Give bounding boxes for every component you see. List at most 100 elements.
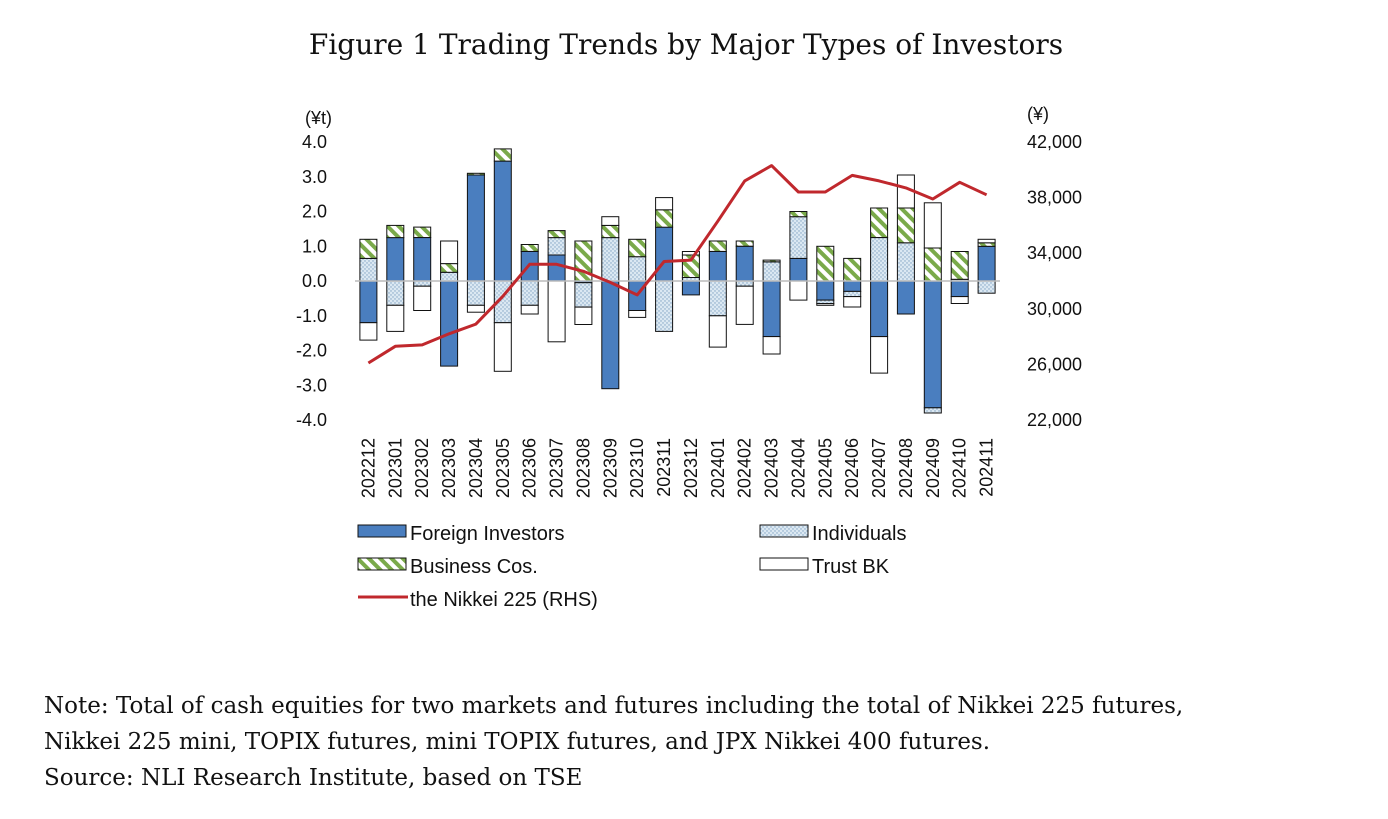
- right-tick-label: 30,000: [1027, 299, 1082, 319]
- x-tick-label: 202312: [681, 438, 701, 498]
- bar-business-202302: [413, 226, 432, 239]
- bar-trust-202303: [440, 240, 459, 265]
- bar-foreign-202407: [870, 280, 889, 338]
- bar-foreign-202408: [896, 280, 915, 315]
- bar-foreign-202311: [655, 226, 674, 282]
- bar-individuals-202302: [413, 280, 432, 287]
- chart-title: Figure 1 Trading Trends by Major Types o…: [308, 28, 1064, 61]
- bar-individuals-202407: [870, 237, 889, 282]
- bar-business-202301: [386, 224, 405, 239]
- x-tick-label: 202304: [466, 438, 486, 498]
- bar-foreign-202404: [789, 257, 808, 282]
- x-tick-label: 202411: [977, 438, 997, 497]
- bar-individuals-202406: [843, 290, 862, 298]
- bar-trust-202407: [870, 336, 889, 374]
- bar-trust-202304: [466, 304, 485, 313]
- bar-foreign-202212: [359, 280, 378, 324]
- bar-business-202402: [735, 240, 754, 247]
- bar-trust-202402: [735, 285, 754, 325]
- right-axis-unit: (¥): [1027, 104, 1049, 124]
- left-tick-label: 2.0: [302, 202, 327, 222]
- bar-business-202310: [628, 238, 647, 258]
- bar-business-202305: [493, 148, 512, 162]
- bar-foreign-202312: [681, 280, 700, 296]
- bar-foreign-202307: [547, 254, 566, 282]
- bar-foreign-202403: [762, 280, 781, 338]
- legend-swatch-business: [357, 557, 407, 571]
- note-line-1: Note: Total of cash equities for two mar…: [44, 693, 1184, 719]
- legend-label-individuals: Individuals: [812, 523, 907, 545]
- bar-business-202404: [789, 211, 808, 218]
- x-tick-label: 202402: [735, 438, 755, 498]
- bar-individuals-202401: [708, 280, 727, 317]
- x-tick-label: 202405: [815, 438, 835, 498]
- right-tick-label: 42,000: [1027, 132, 1082, 152]
- right-tick-label: 34,000: [1027, 243, 1082, 263]
- legend: Foreign Investors Individuals Business Cos…: [357, 523, 907, 611]
- bar-trust-202301: [386, 304, 405, 332]
- bar-individuals-202306: [520, 280, 539, 306]
- left-y-axis: (¥t) 4.0 3.0 2.0 1.0 0.0 -1.0 -2.0 -3.0 -4.0: [296, 108, 332, 430]
- bar-foreign-202405: [816, 280, 835, 301]
- bar-trust-202403: [762, 336, 781, 355]
- bar-individuals-202307: [547, 237, 566, 256]
- bar-business-202407: [870, 207, 889, 238]
- bar-individuals-202301: [386, 280, 405, 306]
- x-tick-label: 202407: [869, 438, 889, 498]
- nikkei-line-layer: [367, 164, 988, 365]
- bar-trust-202309: [601, 216, 620, 226]
- bar-business-202311: [655, 209, 674, 228]
- bar-foreign-202304: [466, 174, 485, 282]
- bar-foreign-202309: [601, 280, 620, 390]
- bar-foreign-202401: [708, 251, 727, 282]
- bar-individuals-202405: [816, 299, 835, 305]
- bar-trust-202411: [977, 238, 996, 244]
- x-axis-labels: 202212 202301 202302 202303 202304 202305 2023…: [358, 438, 996, 498]
- bar-trust-202306: [520, 304, 539, 315]
- bar-individuals-202403: [762, 261, 781, 282]
- bar-individuals-202310: [628, 256, 647, 282]
- x-tick-label: 202401: [708, 438, 728, 498]
- left-tick-label: 4.0: [302, 132, 327, 152]
- bar-business-202306: [520, 244, 539, 252]
- bar-individuals-202304: [466, 280, 485, 306]
- bar-individuals-202311: [655, 280, 674, 332]
- bar-trust-202404: [789, 280, 808, 301]
- right-y-axis: (¥) 42,000 38,000 34,000 30,000 26,000 22,000: [1027, 104, 1082, 430]
- legend-label-trust: Trust BK: [812, 556, 890, 578]
- x-tick-label: 202311: [654, 438, 674, 497]
- right-tick-label: 22,000: [1027, 410, 1082, 430]
- legend-swatch-individuals: [759, 524, 809, 538]
- bar-foreign-202411: [977, 245, 996, 282]
- bar-business-202411: [977, 242, 996, 247]
- bar-foreign-202301: [386, 237, 405, 282]
- x-tick-label: 202302: [412, 438, 432, 498]
- x-tick-label: 202410: [950, 438, 970, 498]
- bar-business-202409: [923, 247, 942, 282]
- bar-business-202309: [601, 224, 620, 239]
- x-tick-label: 202403: [762, 438, 782, 498]
- bar-trust-202302: [413, 285, 432, 312]
- legend-swatch-trust: [759, 557, 809, 571]
- stacked-bar-line-chart: (¥t) 4.0 3.0 2.0 1.0 0.0 -1.0 -2.0 -3.0 -4.0 (¥) 4…: [296, 104, 1082, 611]
- bar-foreign-202402: [735, 245, 754, 282]
- bar-trust-202410: [950, 296, 969, 305]
- x-tick-label: 202212: [358, 438, 378, 498]
- bar-business-202401: [708, 240, 727, 252]
- bar-business-202405: [816, 245, 835, 282]
- bar-trust-202307: [547, 280, 566, 343]
- x-tick-label: 202404: [788, 438, 808, 498]
- legend-swatch-foreign: [357, 524, 407, 538]
- bar-foreign-202302: [413, 237, 432, 282]
- left-tick-label: -4.0: [296, 410, 327, 430]
- bar-trust-202401: [708, 315, 727, 348]
- bar-individuals-202309: [601, 237, 620, 282]
- bar-foreign-202410: [950, 280, 969, 298]
- bar-foreign-202305: [493, 160, 512, 282]
- bar-trust-202409: [923, 202, 942, 249]
- bar-trust-202310: [628, 310, 647, 318]
- bar-trust-202405: [816, 303, 835, 306]
- x-tick-label: 202308: [573, 438, 593, 498]
- bar-trust-202212: [359, 322, 378, 341]
- bar-trust-202312: [681, 251, 700, 256]
